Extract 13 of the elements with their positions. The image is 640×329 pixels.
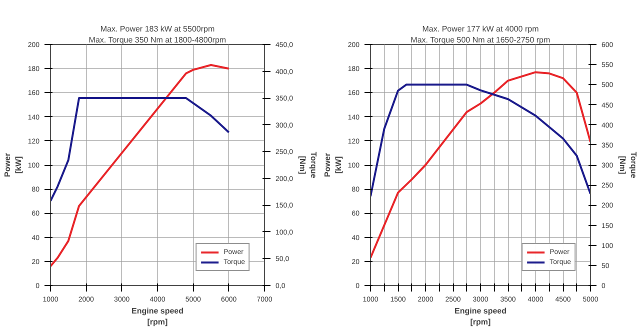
x-axis-title: Engine speed [rpm] [131,306,184,326]
chart-subtitle: Max. Torque 500 Nm at 1650-2750 rpm [410,36,551,44]
y-axis-title: Power [kW] [323,152,343,178]
y2-axis-title: Torque [Nm] [618,152,638,179]
line-series [50,97,230,202]
chart-title: Max. Power 177 kW at 4000 rpm [422,24,540,34]
y2-axis-title: Torque [Nm] [298,152,318,179]
chart-subtitle: Max. Torque 350 Nm at 1800-4800rpm [88,36,226,44]
y-axis-title: Power [kW] [3,152,23,178]
line-series [370,71,590,259]
line-series [370,84,590,198]
chart-title: Max. Power 183 kW at 5500rpm [100,24,215,34]
x-axis-title: Engine speed [rpm] [454,306,507,326]
